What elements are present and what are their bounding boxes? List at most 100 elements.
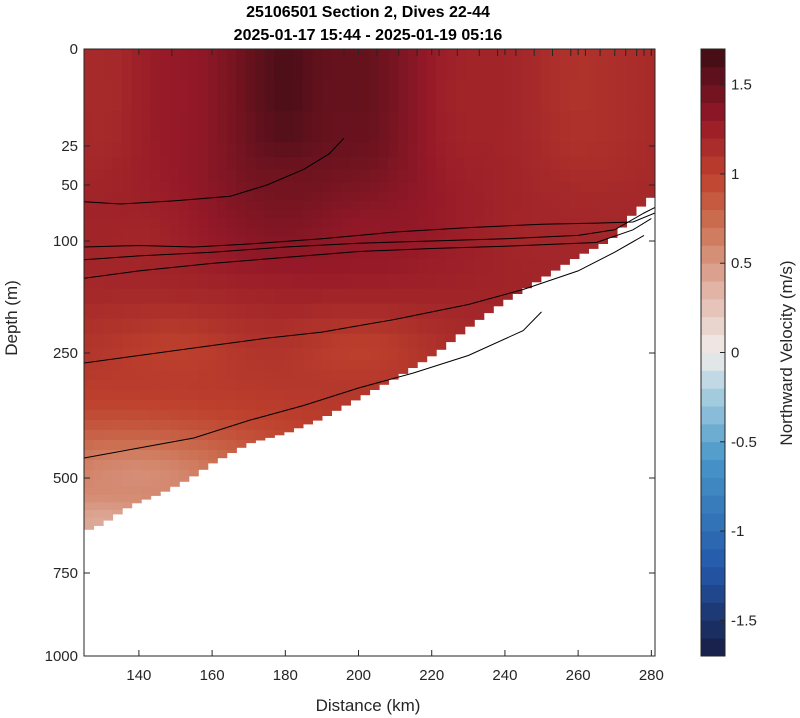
velocity-cell (179, 288, 190, 305)
velocity-cell (283, 111, 294, 143)
velocity-cell (103, 191, 114, 202)
velocity-cell (264, 348, 275, 361)
velocity-cell (502, 273, 513, 290)
velocity-cell (312, 360, 323, 371)
velocity-cell (207, 460, 218, 464)
velocity-cell (236, 49, 247, 81)
velocity-cell (597, 209, 608, 220)
velocity-cell (483, 227, 494, 238)
velocity-cell (588, 111, 599, 143)
velocity-cell (312, 236, 323, 245)
colorbar-swatch (701, 388, 725, 407)
velocity-cell (578, 227, 589, 238)
velocity-cell (274, 380, 285, 391)
velocity-cell (636, 169, 647, 183)
velocity-cell (122, 502, 133, 509)
velocity-cell (112, 494, 123, 503)
velocity-cell (493, 191, 504, 202)
velocity-cell (198, 209, 209, 220)
velocity-cell (226, 333, 237, 350)
velocity-cell (597, 111, 608, 143)
velocity-cell (264, 111, 275, 143)
velocity-cell (464, 218, 475, 229)
velocity-cell (550, 181, 561, 193)
velocity-cell (245, 49, 256, 81)
velocity-cell (150, 487, 161, 496)
velocity-cell (483, 200, 494, 211)
velocity-cell (436, 156, 447, 170)
velocity-cell (84, 318, 95, 335)
velocity-cell (160, 460, 171, 471)
velocity-cell (588, 169, 599, 183)
velocity-cell (122, 80, 133, 112)
velocity-cell (445, 218, 456, 229)
velocity-cell (188, 244, 199, 260)
velocity-cell (607, 227, 618, 238)
velocity-cell (226, 156, 237, 170)
velocity-cell (312, 244, 323, 260)
velocity-cell (398, 318, 409, 335)
velocity-cell (464, 191, 475, 202)
velocity-cell (283, 420, 294, 431)
velocity-cell (112, 49, 123, 81)
velocity-cell (398, 181, 409, 193)
velocity-cell (141, 440, 152, 451)
velocity-cell (245, 200, 256, 211)
velocity-cell (321, 410, 332, 416)
velocity-cell (321, 191, 332, 202)
colorbar-swatch (701, 441, 725, 461)
velocity-cell (179, 227, 190, 238)
velocity-cell (312, 333, 323, 350)
velocity-cell (398, 244, 409, 260)
velocity-cell (255, 430, 266, 441)
velocity-cell (340, 370, 351, 381)
velocity-cell (512, 156, 523, 170)
velocity-cell (84, 440, 95, 451)
velocity-cell (103, 390, 114, 401)
velocity-cell (474, 49, 485, 81)
velocity-cell (245, 348, 256, 361)
velocity-cell (93, 502, 104, 511)
velocity-cell (112, 244, 123, 260)
velocity-cell (379, 303, 390, 320)
velocity-cell (636, 156, 647, 170)
velocity-cell (559, 258, 570, 265)
velocity-cell (255, 420, 266, 431)
velocity-cell (321, 380, 332, 391)
velocity-cell (493, 236, 504, 245)
velocity-cell (207, 142, 218, 158)
velocity-cell (360, 236, 371, 245)
velocity-cell (417, 236, 428, 245)
velocity-cell (645, 191, 655, 198)
velocity-cell (293, 227, 304, 238)
velocity-cell (407, 360, 418, 368)
velocity-cell (540, 209, 551, 220)
velocity-cell (255, 273, 266, 290)
velocity-cell (407, 227, 418, 238)
velocity-cell (445, 318, 456, 335)
velocity-cell (112, 236, 123, 245)
velocity-cell (369, 209, 380, 220)
velocity-cell (321, 49, 332, 81)
velocity-cell (512, 244, 523, 260)
velocity-cell (122, 333, 133, 350)
velocity-cell (340, 303, 351, 320)
velocity-cell (112, 142, 123, 158)
velocity-cell (293, 49, 304, 81)
velocity-cell (626, 181, 637, 193)
velocity-cell (236, 80, 247, 112)
colorbar-tick-label: -1.5 (731, 612, 757, 629)
velocity-cell (417, 258, 428, 275)
velocity-cell (474, 169, 485, 183)
contour-line (84, 218, 652, 279)
velocity-cell (388, 156, 399, 170)
velocity-cell (217, 218, 228, 229)
velocity-cell (455, 200, 466, 211)
velocity-cell (578, 142, 589, 158)
velocity-cell (302, 227, 313, 238)
velocity-cell (150, 460, 161, 471)
velocity-cell (302, 111, 313, 143)
velocity-cell (112, 318, 123, 335)
velocity-cell (93, 494, 104, 503)
velocity-cell (436, 218, 447, 229)
